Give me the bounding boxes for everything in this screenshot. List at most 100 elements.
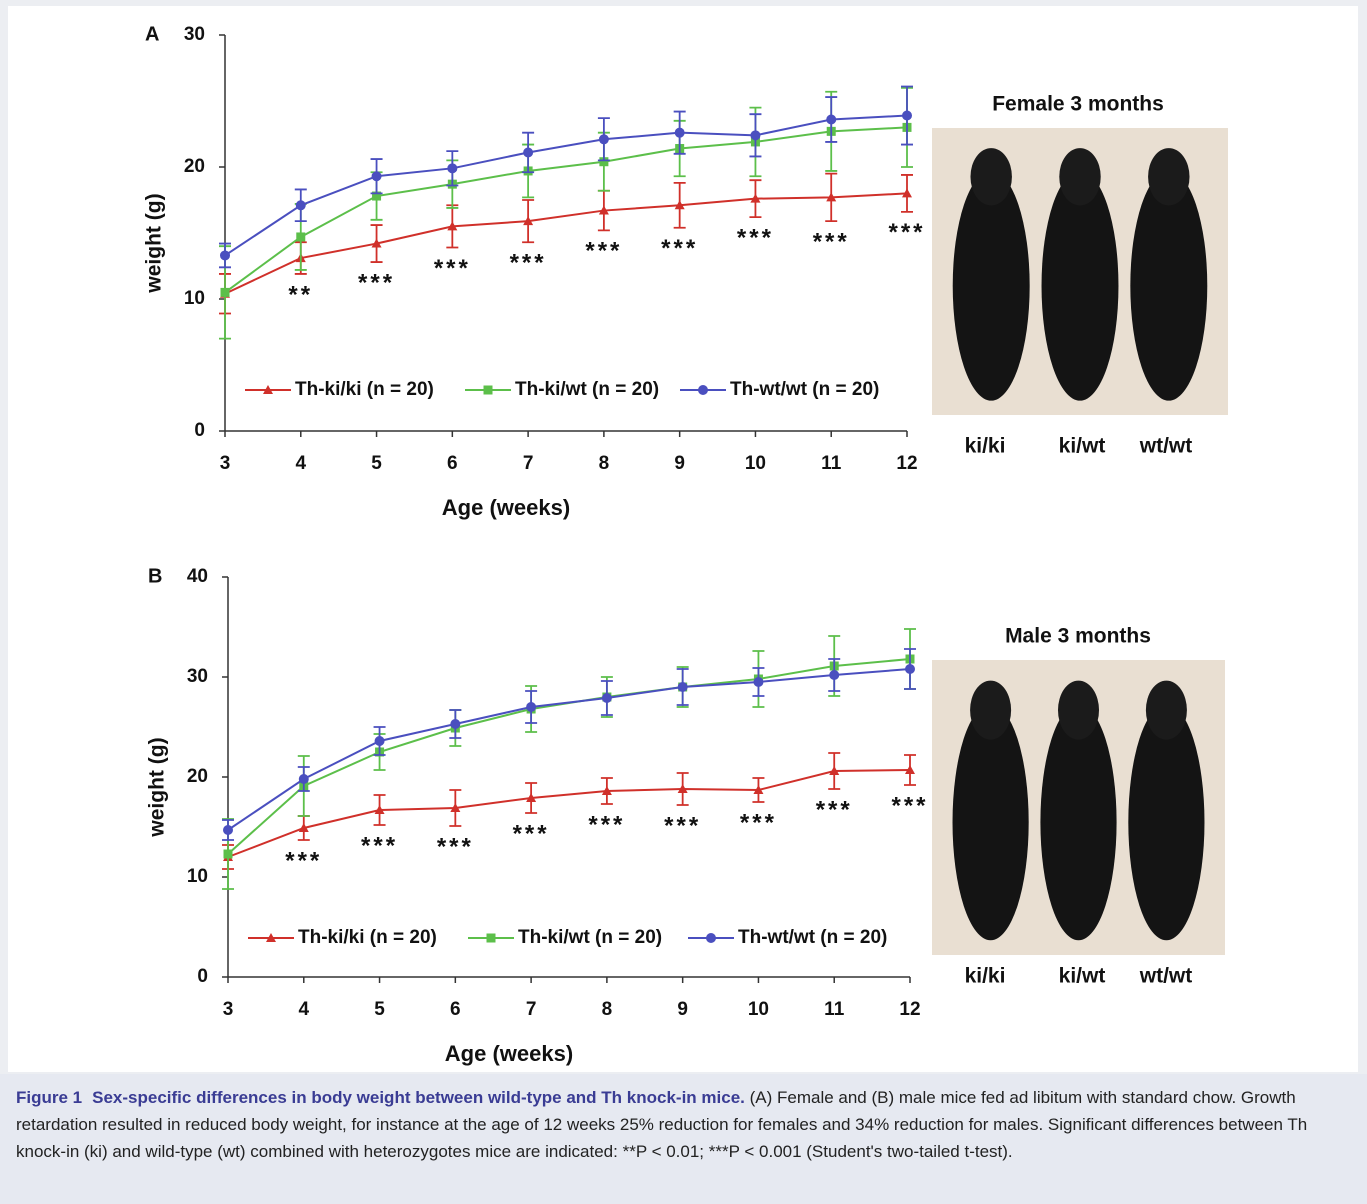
series-line: [224, 114, 908, 257]
mouse: [1128, 704, 1205, 941]
legend-label: Th-ki/ki (n = 20): [295, 379, 434, 400]
x-tick-label: 12: [896, 453, 917, 474]
marker: [223, 849, 233, 859]
marker: [598, 134, 609, 145]
significance: ***: [358, 269, 395, 296]
marker: [371, 238, 382, 248]
significance: ***: [588, 811, 625, 838]
y-axis-title: weight (g): [146, 737, 169, 837]
mouse-head: [970, 148, 1012, 206]
series-line: [227, 668, 911, 831]
significance: ***: [361, 832, 398, 859]
x-tick-label: 11: [821, 453, 842, 474]
x-tick-label: 10: [748, 999, 769, 1020]
x-tick-label: 11: [824, 999, 845, 1020]
photo-label: wt/wt: [1139, 965, 1193, 988]
caption: Figure 1 Sex-specific differences in body…: [0, 1074, 1367, 1204]
marker: [223, 825, 233, 835]
marker: [826, 114, 837, 125]
series-line: [227, 769, 911, 858]
significance: ***: [434, 255, 471, 282]
marker: [483, 385, 493, 395]
legend-label: Th-ki/ki (n = 20): [298, 927, 437, 948]
significance: ***: [816, 796, 853, 823]
marker: [447, 163, 458, 174]
marker: [296, 232, 306, 242]
marker: [220, 250, 230, 261]
significance: ***: [285, 847, 322, 874]
marker: [266, 933, 276, 942]
marker: [298, 774, 309, 784]
caption-text: (A) Female and (B) male mice fed ad libi…: [16, 1088, 1308, 1161]
marker: [902, 188, 912, 198]
marker: [374, 736, 385, 746]
mouse: [1041, 171, 1119, 401]
photo-label: ki/wt: [1059, 965, 1106, 988]
y-tick-label: 40: [187, 566, 208, 587]
x-tick-label: 5: [371, 453, 382, 474]
marker: [829, 670, 840, 680]
y-tick-label: 30: [184, 24, 205, 45]
photo-label: ki/ki: [965, 965, 1006, 988]
marker: [706, 933, 716, 943]
mouse: [952, 171, 1030, 401]
series-line: [224, 126, 908, 294]
marker: [905, 765, 915, 774]
marker: [677, 682, 688, 692]
significance: **: [288, 281, 313, 308]
x-tick-label: 3: [223, 999, 234, 1020]
photo-label: ki/ki: [965, 435, 1006, 458]
mouse-head: [1148, 148, 1190, 206]
photo-title: Male 3 months: [1005, 625, 1151, 648]
marker: [905, 664, 915, 674]
marker: [829, 766, 840, 775]
legend-label: Th-ki/wt (n = 20): [515, 379, 659, 400]
significance: ***: [513, 820, 550, 847]
mouse-head: [1057, 680, 1100, 740]
significance: ***: [891, 792, 928, 819]
photo-label: ki/wt: [1059, 435, 1106, 458]
mouse-head: [1145, 680, 1187, 740]
significance: ***: [510, 250, 547, 277]
x-tick-label: 3: [220, 453, 231, 474]
marker: [601, 693, 612, 703]
series-line: [224, 192, 908, 295]
mouse-head: [1059, 148, 1101, 206]
y-tick-label: 0: [194, 420, 205, 441]
marker: [523, 147, 534, 158]
x-tick-label: 8: [599, 453, 610, 474]
y-tick-label: 0: [197, 966, 208, 987]
marker: [374, 805, 385, 814]
significance: ***: [661, 235, 698, 262]
legend-label: Th-ki/wt (n = 20): [518, 927, 662, 948]
mouse: [1130, 171, 1208, 401]
marker: [677, 784, 688, 793]
x-tick-label: 8: [602, 999, 613, 1020]
marker: [523, 216, 534, 226]
y-tick-label: 20: [187, 766, 208, 787]
marker: [220, 287, 230, 297]
legend-label: Th-wt/wt (n = 20): [730, 379, 879, 400]
significance: ***: [813, 228, 850, 255]
marker: [295, 200, 306, 211]
marker: [902, 110, 912, 121]
x-axis-title: Age (weeks): [445, 1041, 573, 1066]
legend-label: Th-wt/wt (n = 20): [738, 927, 887, 948]
x-tick-label: 10: [745, 453, 766, 474]
y-tick-label: 10: [184, 288, 205, 309]
marker: [298, 823, 309, 832]
x-tick-label: 5: [374, 999, 385, 1020]
x-tick-label: 6: [447, 453, 458, 474]
panel-label: B: [148, 565, 162, 587]
significance: ***: [437, 833, 474, 860]
marker: [750, 130, 761, 141]
marker: [826, 192, 837, 202]
marker: [447, 221, 458, 231]
mouse-head: [970, 680, 1012, 740]
x-tick-label: 4: [295, 453, 306, 474]
x-tick-label: 7: [523, 453, 534, 474]
y-tick-label: 10: [187, 866, 208, 887]
significance: ***: [664, 812, 701, 839]
